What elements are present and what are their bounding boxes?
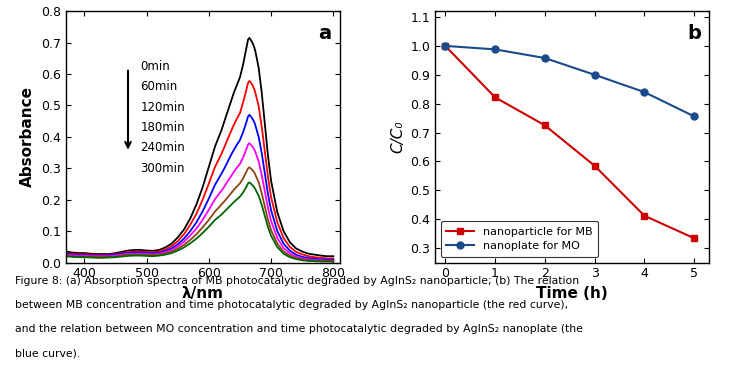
Text: 120min: 120min: [140, 100, 185, 114]
Text: between MB concentration and time photocatalytic degraded by AgInS₂ nanoparticle: between MB concentration and time photoc…: [15, 300, 568, 310]
Text: b: b: [687, 24, 701, 43]
X-axis label: λ/nm: λ/nm: [182, 286, 224, 301]
Legend: nanoparticle for MB, nanoplate for MO: nanoparticle for MB, nanoplate for MO: [441, 221, 598, 257]
nanoplate for MO: [640, 90, 648, 94]
Y-axis label: Absorbance: Absorbance: [20, 86, 35, 188]
Line: nanoplate for MO: nanoplate for MO: [442, 42, 697, 120]
Text: 300min: 300min: [140, 162, 185, 175]
nanoparticle for MB: [540, 123, 549, 128]
nanoparticle for MB: [441, 44, 450, 48]
Text: 180min: 180min: [140, 121, 185, 134]
Line: nanoparticle for MB: nanoparticle for MB: [442, 42, 697, 242]
X-axis label: Time (h): Time (h): [537, 286, 608, 301]
nanoparticle for MB: [590, 164, 599, 168]
nanoplate for MO: [540, 56, 549, 60]
Text: and the relation between MO concentration and time photocatalytic degraded by Ag: and the relation between MO concentratio…: [15, 324, 583, 334]
nanoplate for MO: [441, 44, 450, 48]
Text: 240min: 240min: [140, 141, 185, 154]
Text: Figure 8: (a) Absorption spectra of MB photocatalytic degraded by AgInS₂ nanopar: Figure 8: (a) Absorption spectra of MB p…: [15, 276, 579, 286]
nanoparticle for MB: [640, 213, 648, 218]
nanoplate for MO: [590, 72, 599, 77]
Text: 60min: 60min: [140, 80, 178, 93]
Y-axis label: C/C₀: C/C₀: [390, 121, 405, 153]
nanoparticle for MB: [491, 95, 499, 99]
nanoplate for MO: [491, 47, 499, 52]
Text: 0min: 0min: [140, 60, 170, 73]
Text: a: a: [318, 24, 330, 43]
nanoparticle for MB: [690, 236, 699, 240]
nanoplate for MO: [690, 114, 699, 118]
Text: blue curve).: blue curve).: [15, 349, 80, 359]
